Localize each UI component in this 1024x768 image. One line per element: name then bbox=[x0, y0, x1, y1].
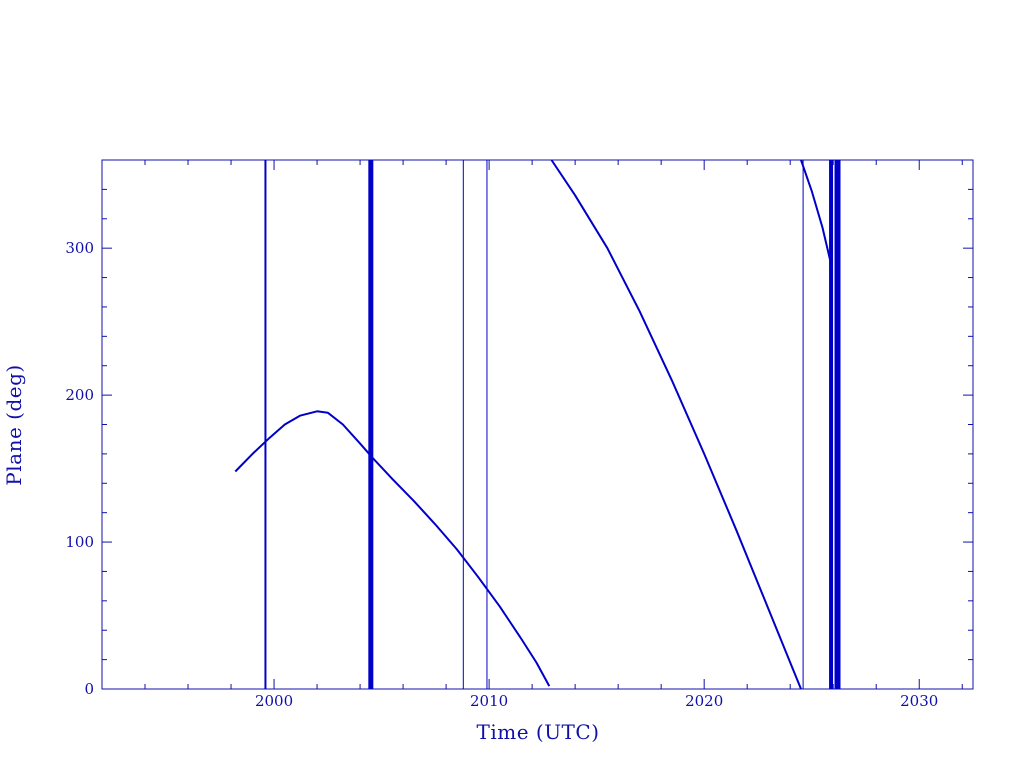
axis-ticks bbox=[101, 159, 973, 690]
x-tick-label: 2010 bbox=[470, 692, 508, 710]
y-axis-label: Plane (deg) bbox=[2, 364, 26, 485]
vertical-lines bbox=[264, 160, 841, 689]
x-axis-label: Time (UTC) bbox=[477, 720, 600, 744]
x-tick-label: 2000 bbox=[255, 692, 293, 710]
series-line bbox=[234, 410, 551, 687]
plot-frame bbox=[101, 159, 974, 690]
tick-labels: 2000 2010 2020 2030 0 100 200 300 bbox=[65, 239, 938, 710]
y-tick-label: 100 bbox=[65, 533, 94, 551]
y-tick-label: 300 bbox=[65, 239, 94, 257]
y-tick-label: 200 bbox=[65, 386, 94, 404]
y-tick-label: 0 bbox=[84, 680, 94, 698]
x-tick-label: 2020 bbox=[685, 692, 723, 710]
series-line bbox=[550, 159, 802, 690]
series-group bbox=[234, 159, 833, 690]
x-tick-label: 2030 bbox=[900, 692, 938, 710]
series-line bbox=[800, 159, 833, 265]
